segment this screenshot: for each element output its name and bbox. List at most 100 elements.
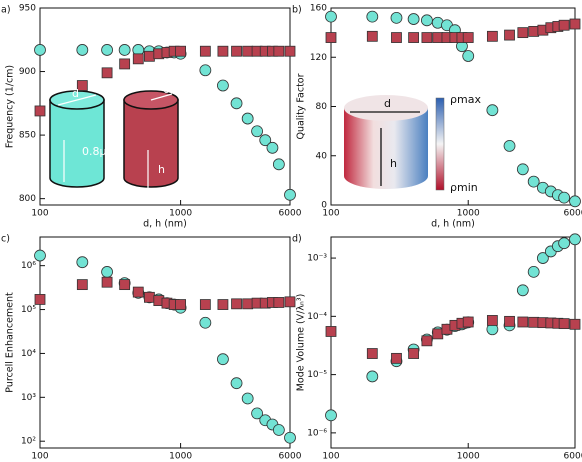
circle-marker <box>558 191 571 204</box>
y-tick-label: 10⁻⁵ <box>307 370 327 380</box>
circle-marker <box>199 316 212 329</box>
circle-marker <box>217 79 229 92</box>
square-marker <box>517 316 529 328</box>
circle-marker <box>284 431 296 444</box>
x-tick-label: 100 <box>31 452 48 462</box>
y-tick-label: 800 <box>19 194 36 204</box>
square-marker <box>486 30 498 42</box>
y-tick-label: 10⁻⁶ <box>307 428 327 438</box>
y-tick-label: 850 <box>19 131 36 141</box>
x-tick-label: 6000 <box>279 452 302 462</box>
x-axis-label: d, h (nm) <box>431 219 475 230</box>
annotation: 0.8µm <box>82 145 117 158</box>
square-marker <box>34 294 46 305</box>
plot-frame <box>39 236 291 449</box>
square-marker <box>199 299 211 310</box>
x-tick-label: 100 <box>322 452 339 462</box>
circle-marker <box>516 163 529 176</box>
y-axis-label: Purcell Enhancement <box>5 292 16 393</box>
circle-marker <box>230 97 243 110</box>
square-marker <box>132 53 144 65</box>
x-tick-label: 6000 <box>564 209 582 219</box>
square-marker <box>391 32 402 43</box>
panel-label: b) <box>292 5 302 16</box>
y-tick-label: 120 <box>310 53 327 63</box>
annotation: 0.8µm <box>163 83 198 96</box>
square-marker <box>284 45 296 57</box>
x-tick-label: 100 <box>31 209 48 219</box>
circle-marker <box>34 249 46 262</box>
square-marker <box>242 45 254 57</box>
circle-marker <box>284 188 296 201</box>
circle-marker <box>251 125 263 138</box>
square-marker <box>558 318 570 330</box>
square-marker <box>366 30 378 42</box>
circle-marker <box>272 424 285 436</box>
circle-marker <box>217 353 229 366</box>
circle-marker <box>421 14 433 27</box>
square-marker <box>119 279 131 291</box>
square-marker <box>408 348 420 359</box>
square-marker <box>231 298 242 310</box>
square-marker <box>366 348 378 359</box>
y-tick-label: 10⁶ <box>21 261 36 271</box>
panel-label: a) <box>1 5 11 16</box>
y-tick-label: 10⁴ <box>21 349 36 359</box>
square-marker <box>462 316 474 328</box>
circle-marker <box>407 13 420 25</box>
square-marker <box>462 32 474 43</box>
square-marker <box>144 291 155 303</box>
circle-marker <box>527 265 540 278</box>
circle-marker <box>486 104 499 117</box>
annotation: h <box>390 157 397 170</box>
square-marker <box>273 297 285 308</box>
circle-marker <box>199 64 212 77</box>
circle-marker <box>516 284 529 297</box>
square-marker <box>273 45 285 57</box>
circle-marker <box>569 195 581 208</box>
square-marker <box>558 19 570 31</box>
x-tick-label: 100 <box>322 209 339 219</box>
y-axis-label: Frequency (1/cm) <box>5 65 16 148</box>
square-marker <box>199 45 211 57</box>
x-tick-label: 1000 <box>457 209 480 219</box>
square-marker <box>528 316 540 328</box>
annotation: ρmax <box>450 93 481 106</box>
square-marker <box>325 326 337 337</box>
square-marker <box>504 29 515 41</box>
y-tick-label: 10⁻⁴ <box>307 312 327 322</box>
x-tick-label: 1000 <box>169 209 192 219</box>
square-marker <box>569 318 581 330</box>
square-marker <box>119 58 131 70</box>
panel-label: d) <box>292 234 302 245</box>
inset-b <box>344 95 445 191</box>
y-axis-label: Quality Factor <box>296 73 307 139</box>
x-tick-label: 6000 <box>279 209 302 219</box>
circle-marker <box>251 407 263 420</box>
circle-marker <box>325 409 337 422</box>
square-marker <box>391 352 402 364</box>
y-tick-label: 40 <box>316 151 328 161</box>
square-marker <box>101 276 113 288</box>
y-tick-label: 950 <box>19 4 36 14</box>
y-tick-label: 10⁵ <box>21 305 36 315</box>
square-marker <box>421 32 433 43</box>
circle-marker <box>266 141 279 154</box>
annotation: d <box>72 87 79 100</box>
square-marker <box>486 315 498 326</box>
square-marker <box>325 32 337 43</box>
annotation: h <box>158 163 165 176</box>
square-marker <box>231 45 242 57</box>
y-tick-label: 10³ <box>21 393 36 403</box>
square-marker <box>432 328 444 340</box>
circle-marker <box>34 44 46 56</box>
square-marker <box>528 25 540 37</box>
circle-marker <box>241 112 254 125</box>
circle-marker <box>241 392 254 405</box>
y-tick-label: 80 <box>316 102 328 112</box>
circle-marker <box>230 377 243 390</box>
square-marker <box>34 105 46 117</box>
square-marker <box>408 32 420 43</box>
circle-marker <box>76 44 89 56</box>
